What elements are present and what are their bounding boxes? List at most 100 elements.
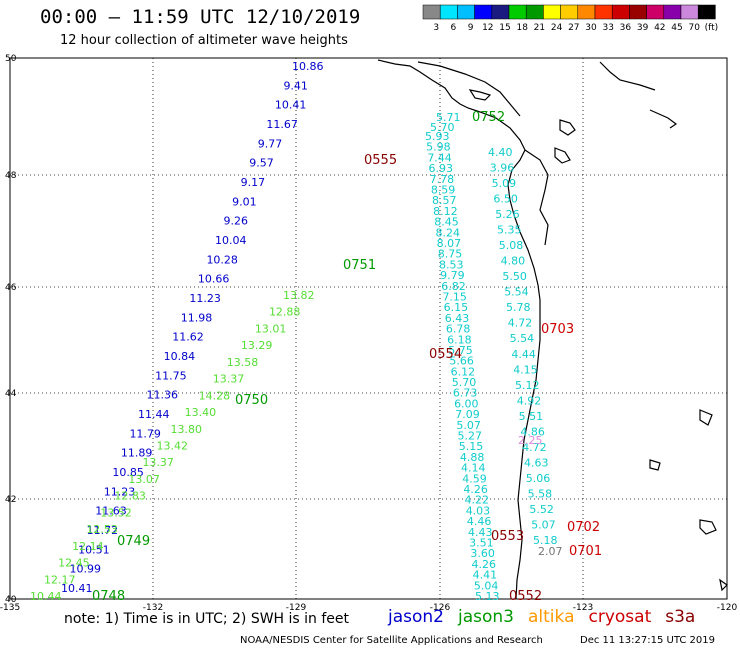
cyan-track-value: 6.50 bbox=[493, 193, 518, 206]
jason3-value: 14.28 bbox=[199, 389, 231, 402]
cyan-track-value: 5.70 bbox=[430, 121, 455, 134]
pass-time-label: 0752 bbox=[472, 110, 505, 125]
cyan-track-value: 5.07 bbox=[456, 419, 481, 432]
jason3-value: 13.37 bbox=[142, 456, 174, 469]
colorbar-label: (ft) bbox=[705, 23, 719, 33]
cyan-track-value: 8.45 bbox=[434, 216, 459, 229]
cyan-track-value: 4.43 bbox=[468, 526, 493, 539]
cyan-track-value: 6.73 bbox=[453, 387, 478, 400]
credit-line: NOAA/NESDIS Center for Satellite Applica… bbox=[240, 635, 543, 646]
colorbar-label: 70 bbox=[688, 23, 700, 33]
colorbar-label: 36 bbox=[620, 23, 632, 33]
pass-time-label: 0703 bbox=[541, 322, 574, 337]
pass-time-label: 0751 bbox=[343, 258, 376, 273]
latitude-tick: 46 bbox=[5, 283, 17, 293]
cyan-track-value: 5.52 bbox=[529, 503, 554, 516]
jason3-value: 12.14 bbox=[72, 540, 104, 553]
latitude-tick: 40 bbox=[5, 595, 17, 605]
jason2-value: 9.77 bbox=[258, 137, 283, 150]
cyan-track-value: 9.79 bbox=[440, 269, 465, 282]
gray-value: 2.07 bbox=[538, 545, 563, 558]
cyan-track-value: 5.27 bbox=[458, 430, 483, 443]
jason3-value: 10.44 bbox=[30, 590, 62, 603]
cyan-track-value: 8.59 bbox=[431, 183, 456, 196]
jason2-value: 10.41 bbox=[275, 99, 307, 112]
jason2-value: 11.44 bbox=[138, 408, 170, 421]
jason2-value: 11.89 bbox=[121, 447, 153, 460]
legend-jason3: jason3 bbox=[458, 607, 514, 627]
coastline bbox=[377, 59, 728, 600]
cyan-track-value: 3.96 bbox=[490, 162, 515, 175]
cyan-track-value: 6.43 bbox=[445, 312, 470, 325]
cyan-track-value: 6.82 bbox=[441, 280, 466, 293]
colorbar-swatch bbox=[594, 4, 613, 20]
jason3-value: 13.82 bbox=[283, 289, 315, 302]
colorbar-label: 45 bbox=[671, 23, 682, 33]
cyan-track-value: 5.15 bbox=[459, 440, 484, 453]
legend-cryosat: cryosat bbox=[588, 607, 652, 627]
cyan-track-value: 4.88 bbox=[460, 451, 485, 464]
cyan-track-value: 4.72 bbox=[522, 441, 547, 454]
cyan-track-value: 4.86 bbox=[520, 425, 545, 438]
jason2-value: 11.98 bbox=[181, 311, 213, 324]
longitude-tick: -126 bbox=[430, 603, 451, 613]
cyan-track-value: 4.26 bbox=[472, 558, 497, 571]
colorbar-label: 6 bbox=[451, 23, 457, 33]
colorbar-legend: 3 6 9 12 15 18 21 24 27 30 33 36 39 42 45 70 (ft) bbox=[422, 4, 719, 33]
jason3-value: 12.88 bbox=[269, 306, 301, 319]
cyan-track-value: 6.15 bbox=[444, 301, 469, 314]
colorbar-label: 33 bbox=[602, 23, 613, 33]
cyan-track-value: 7.09 bbox=[455, 408, 480, 421]
cyan-track-value: 6.12 bbox=[451, 365, 476, 378]
cyan-track-value: 4.41 bbox=[473, 569, 498, 582]
jason2-value: 10.84 bbox=[164, 350, 196, 363]
colorbar-swatch bbox=[680, 4, 699, 20]
cyan-track-value: 4.72 bbox=[508, 317, 533, 330]
jason3-value: 13.29 bbox=[241, 339, 272, 352]
jason2-value: 10.28 bbox=[206, 253, 238, 266]
cyan-track-value: 5.06 bbox=[526, 472, 551, 485]
longitude-tick: -129 bbox=[286, 603, 307, 613]
cyan-track-value: 4.14 bbox=[461, 462, 486, 475]
cyan-track-value: 8.57 bbox=[432, 194, 457, 207]
satellite-legend: jason2 jason3 altika cryosat s3a bbox=[388, 607, 709, 627]
cyan-track-value: 4.46 bbox=[467, 515, 492, 528]
jason3-value: 12.17 bbox=[44, 573, 76, 586]
jason2-value: 11.62 bbox=[172, 331, 204, 344]
latitude-tick: 50 bbox=[5, 54, 17, 64]
cyan-track-value: 8.07 bbox=[437, 237, 462, 250]
colorbar-swatch bbox=[439, 4, 458, 20]
cyan-track-value: 5.75 bbox=[448, 344, 473, 357]
jason3-value: 13.40 bbox=[185, 406, 217, 419]
jason3-value: 12.83 bbox=[114, 490, 146, 503]
cyan-track-value: 5.70 bbox=[452, 376, 477, 389]
colorbar-swatch bbox=[560, 4, 579, 20]
colorbar-swatch bbox=[611, 4, 630, 20]
jason2-value: 10.41 bbox=[61, 582, 93, 595]
cyan-track-value: 5.04 bbox=[474, 579, 499, 592]
cyan-track-value: 5.98 bbox=[426, 141, 451, 154]
cyan-track-value: 6.00 bbox=[454, 397, 479, 410]
colorbar-label: 42 bbox=[654, 23, 665, 33]
colorbar-label: 24 bbox=[551, 23, 563, 33]
cyan-track-value: 8.53 bbox=[439, 258, 464, 271]
jason3-value: 13.01 bbox=[255, 322, 287, 335]
colorbar-label: 27 bbox=[568, 23, 579, 33]
pass-time-label: 0749 bbox=[117, 534, 150, 549]
cyan-track-value: 4.80 bbox=[501, 255, 525, 268]
colorbar-label: 30 bbox=[585, 23, 597, 33]
cyan-track-value: 5.66 bbox=[449, 355, 474, 368]
colorbar-swatch bbox=[525, 4, 544, 20]
jason3-value: 13.42 bbox=[157, 440, 189, 453]
legend-jason2: jason2 bbox=[388, 607, 444, 627]
chart-subtitle: 12 hour collection of altimeter wave hei… bbox=[60, 33, 348, 48]
cyan-track-value: 5.09 bbox=[492, 177, 516, 190]
colorbar-swatch bbox=[422, 4, 441, 20]
jason2-value: 10.86 bbox=[292, 60, 324, 73]
pass-time-label: 0552 bbox=[509, 589, 542, 604]
cyan-track-value: 5.08 bbox=[499, 239, 524, 252]
colorbar-swatch bbox=[577, 4, 596, 20]
jason2-value: 11.23 bbox=[189, 292, 221, 305]
jason2-value: 11.67 bbox=[266, 118, 298, 131]
